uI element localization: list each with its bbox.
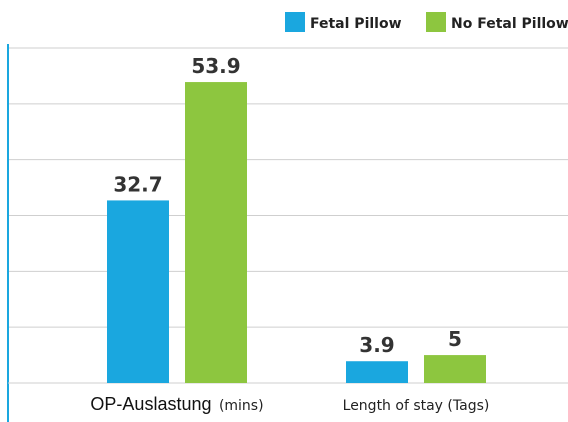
legend-label-no-fetal-pillow: No Fetal Pillow xyxy=(451,16,568,32)
category-label-op-auslastung: OP-Auslastung (mins) xyxy=(90,394,263,414)
value-labels-group: 32.7 3.9 53.9 5 xyxy=(113,54,462,357)
gridlines xyxy=(8,47,568,328)
legend: Fetal Pillow No Fetal Pillow xyxy=(285,12,568,32)
category-label-op-auslastung-unit: (mins) xyxy=(219,398,264,414)
legend-swatch-fetal-pillow xyxy=(285,12,305,32)
category-labels: OP-Auslastung (mins) Length of stay (Tag… xyxy=(90,394,489,414)
category-label-op-auslastung-main: OP-Auslastung xyxy=(90,394,211,414)
bars-group xyxy=(107,82,486,383)
category-label-length-of-stay: Length of stay (Tags) xyxy=(343,398,490,414)
data-label-fetal-pillow-length-of-stay: 3.9 xyxy=(359,333,394,357)
legend-label-fetal-pillow: Fetal Pillow xyxy=(310,16,402,32)
data-label-no-fetal-pillow-op-auslastung: 53.9 xyxy=(191,54,240,78)
bar-no-fetal-pillow-length-of-stay xyxy=(424,355,486,383)
data-label-no-fetal-pillow-length-of-stay: 5 xyxy=(448,327,462,351)
data-label-fetal-pillow-op-auslastung: 32.7 xyxy=(113,172,162,196)
bar-no-fetal-pillow-op-auslastung xyxy=(185,82,247,383)
bar-fetal-pillow-length-of-stay xyxy=(346,361,408,383)
bar-fetal-pillow-op-auslastung xyxy=(107,200,169,383)
legend-swatch-no-fetal-pillow xyxy=(426,12,446,32)
